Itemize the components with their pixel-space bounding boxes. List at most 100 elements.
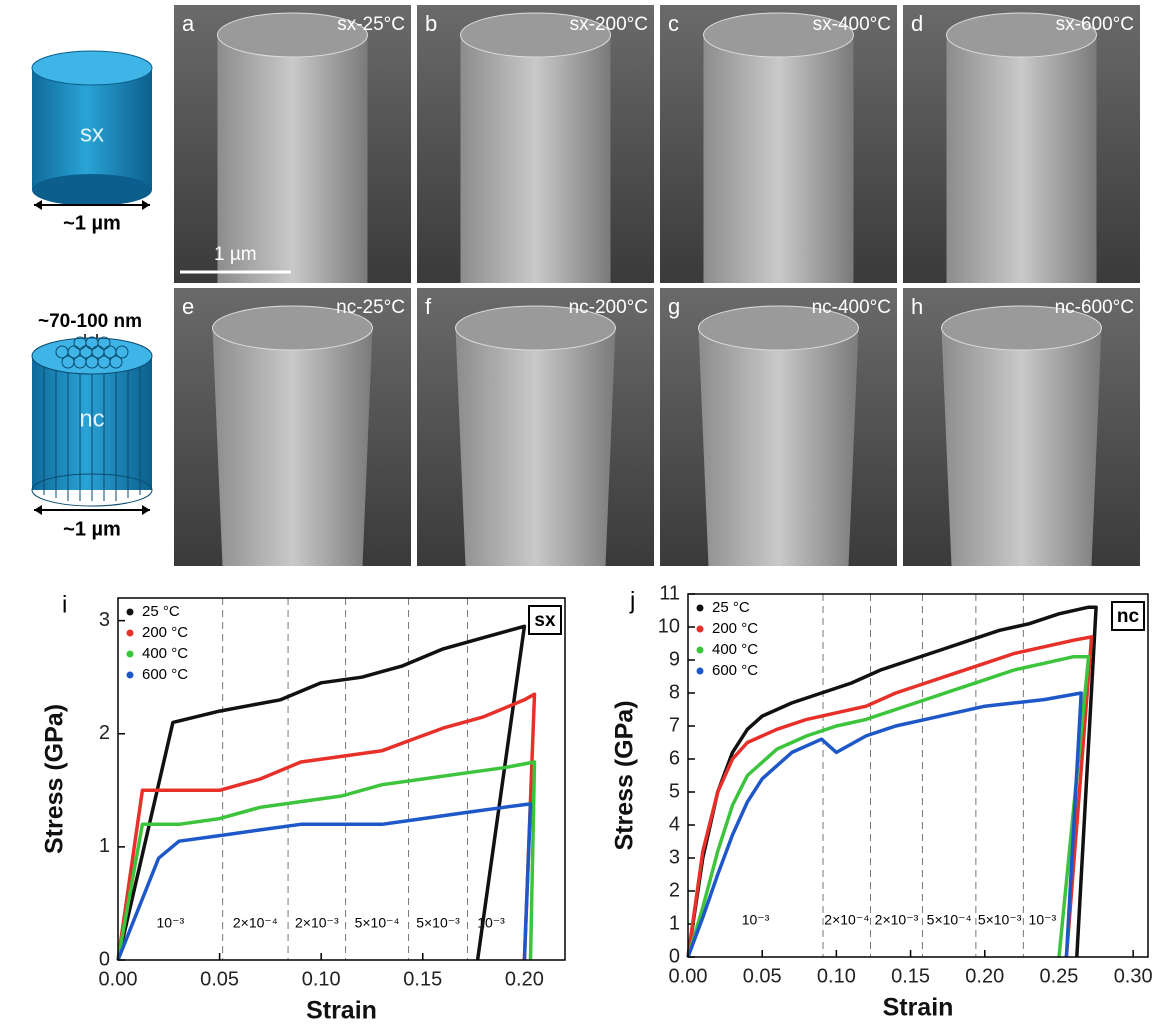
rate-label: 10⁻³ xyxy=(157,915,185,931)
legend-marker xyxy=(696,646,704,654)
panel-label: sx-25°C xyxy=(337,14,405,35)
x-tick-label: 0.15 xyxy=(891,965,930,987)
legend-label: 25 °C xyxy=(712,599,750,616)
x-tick-label: 0.00 xyxy=(669,965,708,987)
panel-label: sx-600°C xyxy=(1056,14,1134,35)
y-tick-label: 1 xyxy=(669,912,680,934)
panel-label: nc-400°C xyxy=(812,297,891,318)
x-tick-label: 0.20 xyxy=(965,965,1004,987)
nc-schematic: ~70-100 nm nc ~1 µm xyxy=(31,311,153,540)
legend-label: 25 °C xyxy=(142,603,180,620)
nc-grain-size: ~70-100 nm xyxy=(38,311,142,332)
legend-marker xyxy=(126,671,134,679)
y-tick-label: 9 xyxy=(669,648,680,670)
panel-letter: i xyxy=(62,591,67,618)
pillar-top xyxy=(703,12,854,58)
stress-strain-curve xyxy=(116,692,537,961)
stress-strain-curve xyxy=(116,802,533,961)
scale-bar-label: 1 µm xyxy=(214,244,257,265)
x-tick-label: 0.25 xyxy=(1039,965,1078,987)
panel-letter: b xyxy=(425,11,437,36)
legend-marker xyxy=(126,629,134,637)
sem-panels: a sx-25°C b sx-200°C c sx-400°C d sx-600°C e nc-2… xyxy=(174,5,1140,566)
tag-label: nc xyxy=(1117,606,1140,627)
legend-label: 200 °C xyxy=(712,620,758,637)
pillar xyxy=(217,35,368,283)
pillar xyxy=(703,35,854,283)
panel-label: nc-600°C xyxy=(1055,297,1134,318)
stress-strain-curve xyxy=(686,605,1098,958)
y-tick-label: 3 xyxy=(669,846,680,868)
legend-marker xyxy=(696,625,704,633)
rate-label: 10⁻³ xyxy=(1029,911,1057,927)
pillar-top xyxy=(455,305,616,351)
charts: i 10⁻³ 2×10⁻⁴ 2×10⁻³ 5×10⁻⁴ 5×10⁻³ 10⁻³ 0.00 0.0… xyxy=(41,582,1153,1024)
y-tick-label: 3 xyxy=(99,609,110,631)
panel-label: sx-200°C xyxy=(570,14,648,35)
legend-label: 200 °C xyxy=(142,624,188,641)
pillar xyxy=(460,35,611,283)
panel-label: sx-400°C xyxy=(813,14,891,35)
y-tick-label: 2 xyxy=(99,722,110,744)
pillar xyxy=(941,328,1102,566)
x-axis-title: Strain xyxy=(883,994,954,1022)
rate-label: 5×10⁻³ xyxy=(416,915,460,931)
x-tick-label: 0.15 xyxy=(403,968,442,990)
panel-letter: f xyxy=(425,294,432,319)
stress-strain-curve xyxy=(686,635,1094,958)
sx-size: ~1 µm xyxy=(63,212,121,234)
y-tick-label: 0 xyxy=(669,945,680,967)
panel-label: nc-200°C xyxy=(569,297,648,318)
panel-label: nc-25°C xyxy=(336,297,405,318)
legend-label: 400 °C xyxy=(142,645,188,662)
nc-size: ~1 µm xyxy=(63,518,121,540)
legend-marker xyxy=(126,608,134,616)
stress-strain-curve xyxy=(116,760,537,961)
panel-letter: j xyxy=(629,587,635,614)
stress-strain-curve xyxy=(686,691,1083,958)
rate-label: 10⁻³ xyxy=(742,911,770,927)
pillar xyxy=(455,328,616,566)
y-tick-label: 7 xyxy=(669,714,680,736)
panel-letter: g xyxy=(668,294,680,319)
x-tick-label: 0.30 xyxy=(1114,965,1153,987)
x-tick-label: 0.05 xyxy=(200,968,239,990)
rate-label: 2×10⁻⁴ xyxy=(233,915,278,931)
y-tick-label: 4 xyxy=(669,813,680,835)
legend-label: 600 °C xyxy=(712,662,758,679)
rate-label: 2×10⁻³ xyxy=(875,911,919,927)
legend-label: 600 °C xyxy=(142,666,188,683)
legend-marker xyxy=(126,650,134,658)
y-tick-label: 2 xyxy=(669,879,680,901)
y-tick-label: 0 xyxy=(99,948,110,970)
panel-letter: d xyxy=(911,11,923,36)
x-tick-label: 0.10 xyxy=(302,968,341,990)
pillar xyxy=(212,328,373,566)
y-tick-label: 6 xyxy=(669,747,680,769)
panel-letter: h xyxy=(911,294,923,319)
y-tick-label: 8 xyxy=(669,681,680,703)
x-tick-label: 0.05 xyxy=(743,965,782,987)
y-tick-label: 1 xyxy=(99,835,110,857)
pillar-top xyxy=(212,305,373,351)
plot-frame xyxy=(687,593,1149,958)
sx-schematic: sx ~1 µm xyxy=(31,50,153,234)
pillar-top xyxy=(698,305,859,351)
panel-letter: c xyxy=(668,11,679,36)
sx-label: sx xyxy=(80,120,104,147)
x-tick-label: 0.20 xyxy=(505,968,544,990)
rate-label: 5×10⁻⁴ xyxy=(927,911,972,927)
y-tick-label: 11 xyxy=(659,582,680,604)
legend-marker xyxy=(696,667,704,675)
rate-label: 2×10⁻³ xyxy=(295,915,339,931)
rate-label: 2×10⁻⁴ xyxy=(824,911,869,927)
pillar xyxy=(698,328,859,566)
tag-box xyxy=(528,605,562,635)
legend-label: 400 °C xyxy=(712,641,758,658)
stress-strain-curve xyxy=(686,654,1091,958)
pillar-top xyxy=(217,12,368,58)
y-tick-label: 5 xyxy=(669,780,680,802)
x-axis-title: Strain xyxy=(306,997,377,1025)
x-tick-label: 0.10 xyxy=(817,965,856,987)
